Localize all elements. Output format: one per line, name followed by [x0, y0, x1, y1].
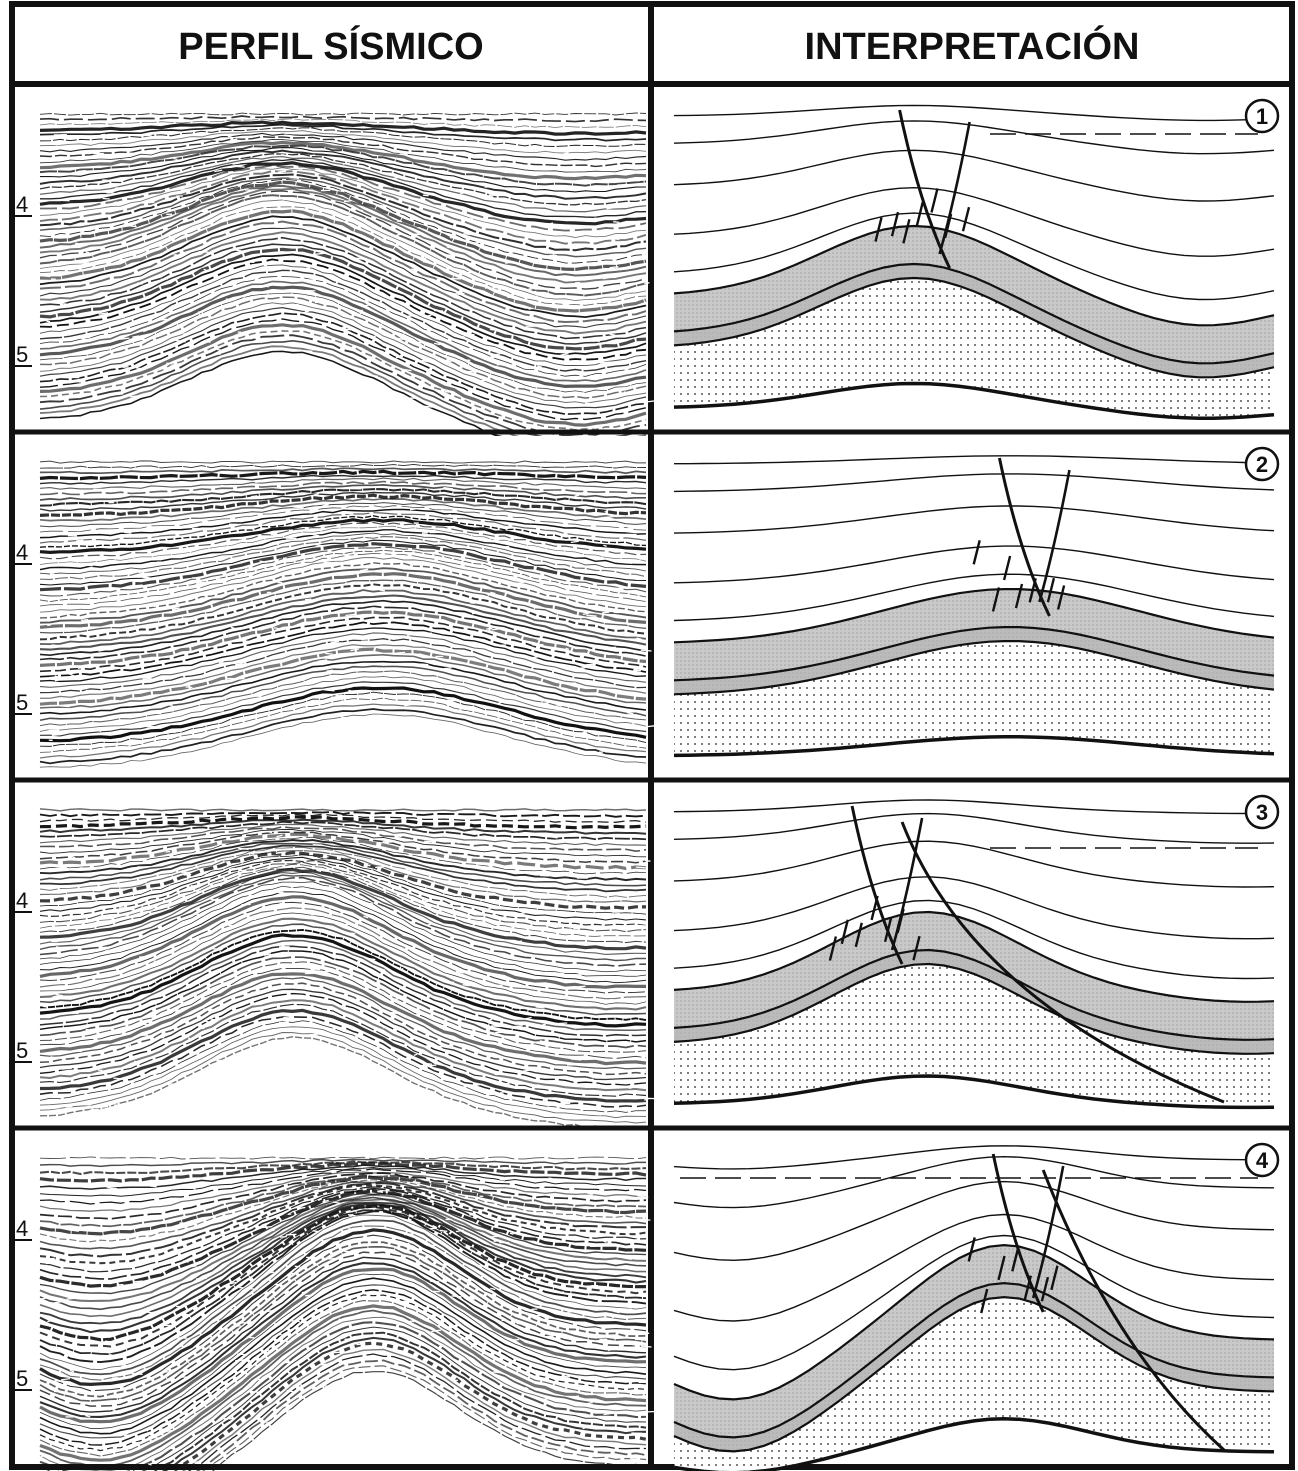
minor-fault: [930, 188, 939, 213]
thrust-fault: [1041, 1169, 1226, 1452]
secondary-fault: [1038, 469, 1071, 603]
interpretation-panel-4: 4: [673, 1142, 1280, 1471]
horizon-line: [673, 899, 1275, 980]
horizon-line: [674, 455, 1275, 465]
panel-number-circle: [1244, 1142, 1280, 1178]
panel-number-circle: [1244, 98, 1280, 134]
minor-fault: [854, 922, 863, 948]
dotted-layer: [674, 964, 1274, 1108]
panel-number-circle: [1244, 794, 1280, 830]
horizon-line: [673, 473, 1275, 493]
horizon-line: [673, 1213, 1275, 1322]
minor-fault: [896, 908, 905, 934]
dotted-layer: [674, 1297, 1274, 1471]
minor-fault: [1028, 578, 1037, 603]
horizon-line: [673, 186, 1275, 257]
secondary-fault: [938, 121, 971, 255]
panel-number: 3: [1256, 800, 1268, 825]
seismic-panel-2: [38, 436, 656, 770]
secondary-fault: [1031, 1165, 1065, 1299]
minor-fault: [1050, 1265, 1059, 1291]
thrust-fault: [900, 821, 1225, 1104]
interpretation-panel-1: 1: [673, 98, 1280, 421]
time-tick-label: 4: [16, 1216, 28, 1241]
horizon-line: [673, 812, 1275, 844]
horizon-line: [673, 799, 1275, 815]
main-fault: [997, 457, 1051, 617]
panel-number: 4: [1256, 1148, 1269, 1173]
minor-fault: [1023, 1275, 1032, 1300]
minor-fault: [1011, 1247, 1020, 1272]
shaded-band: [674, 950, 1274, 1054]
minor-fault: [902, 219, 911, 244]
seismic-panel-1: [38, 88, 656, 452]
time-tick-label: 5: [16, 1366, 28, 1391]
horizon-line: [673, 876, 1275, 940]
basement-line: [673, 381, 1275, 421]
minor-fault: [915, 201, 924, 227]
time-tick-label: 5: [16, 1038, 28, 1063]
minor-fault: [1046, 577, 1056, 603]
seismic-panel-4: [38, 1132, 656, 1471]
shaded-layer: [674, 912, 1274, 1054]
basement-line: [673, 1074, 1275, 1110]
time-tick-label: 5: [16, 690, 28, 715]
time-tick-label: 4: [16, 192, 28, 217]
minor-fault: [967, 1237, 976, 1262]
basement-line: [673, 1417, 1275, 1471]
minor-fault: [874, 217, 883, 242]
dotted-layer: [674, 278, 1274, 419]
minor-fault: [943, 213, 953, 239]
shaded-band: [674, 264, 1274, 378]
minor-fault: [1014, 583, 1024, 609]
shaded-band: [674, 1283, 1274, 1452]
header-right: INTERPRETACIÓN: [805, 24, 1140, 68]
minor-fault: [890, 211, 900, 237]
minor-fault: [840, 919, 849, 945]
panel-number: 2: [1256, 452, 1268, 477]
seismic-panel-3: [38, 784, 656, 1130]
horizon-line: [673, 104, 1275, 122]
interpretation-panel-2: 2: [673, 446, 1280, 758]
horizon-line: [673, 1145, 1275, 1170]
minor-fault: [870, 895, 879, 921]
horizon-line: [673, 840, 1275, 888]
minor-fault: [912, 935, 921, 961]
shaded-band: [674, 627, 1274, 695]
main-fault: [898, 109, 951, 269]
secondary-fault: [890, 817, 924, 951]
horizon-line: [673, 1155, 1275, 1209]
minor-fault: [980, 1288, 989, 1314]
minor-fault: [997, 1255, 1006, 1281]
header-left: PERFIL SÍSMICO: [178, 24, 483, 68]
horizon-line: [673, 545, 1275, 584]
minor-fault: [991, 587, 1001, 612]
dotted-layer: [674, 641, 1274, 756]
horizon-line: [673, 505, 1275, 534]
horizon-line: [673, 573, 1275, 622]
horizon-line: [673, 1180, 1275, 1262]
panel-number: 1: [1256, 104, 1268, 129]
time-tick-label: 5: [16, 342, 28, 367]
time-tick-label: 4: [16, 540, 28, 565]
main-fault: [850, 805, 904, 965]
minor-fault: [1002, 555, 1012, 581]
minor-fault: [828, 936, 838, 961]
minor-fault: [883, 917, 893, 943]
minor-fault: [1056, 585, 1066, 610]
panel-number-circle: [1244, 446, 1280, 482]
minor-fault: [961, 206, 971, 232]
basement-line: [673, 735, 1275, 758]
horizon-line: [673, 149, 1275, 202]
interpretation-panel-3: 3: [673, 794, 1280, 1110]
horizon-line: [673, 212, 1275, 301]
main-fault: [991, 1153, 1045, 1313]
minor-fault: [1040, 1276, 1050, 1302]
time-tick-label: 4: [16, 888, 28, 913]
shaded-layer: [674, 226, 1274, 378]
minor-fault: [972, 540, 981, 565]
horizon-line: [673, 120, 1275, 155]
